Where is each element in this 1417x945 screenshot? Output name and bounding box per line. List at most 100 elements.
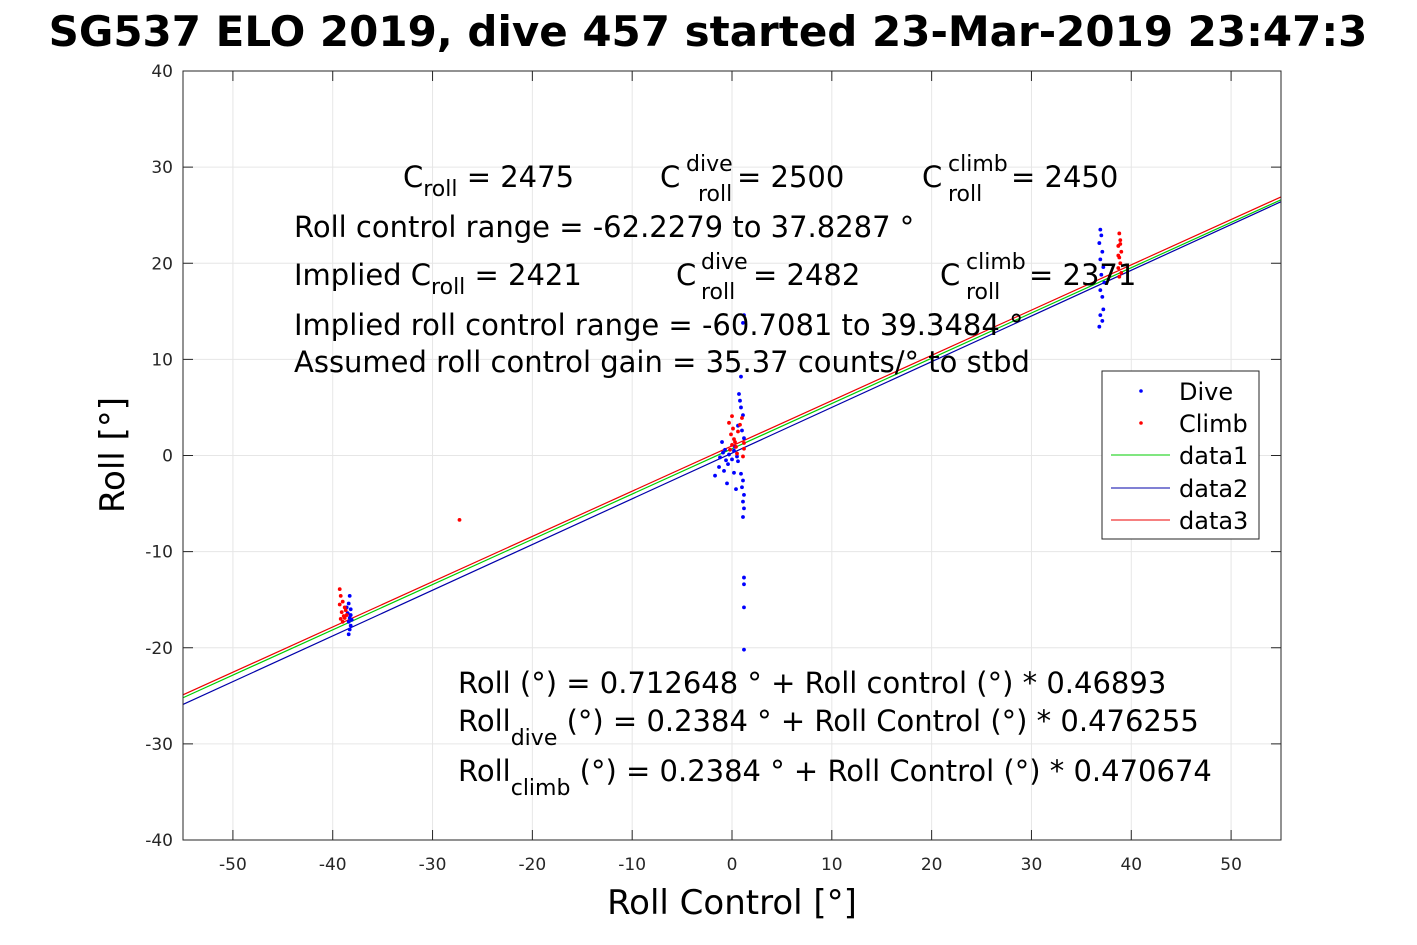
point-dive: [736, 459, 740, 464]
point-climb: [732, 437, 736, 442]
point-dive: [1101, 307, 1106, 312]
point-dive: [720, 440, 724, 444]
annotation-implied-climb-value: = 2371: [1029, 258, 1136, 292]
y-tick-label: 20: [151, 254, 173, 274]
point-climb: [1116, 253, 1121, 258]
point-dive: [346, 619, 351, 624]
annotation-gain: Assumed roll control gain = 35.37 counts…: [294, 345, 1030, 379]
point-dive: [742, 506, 746, 511]
point-dive: [739, 374, 743, 379]
point-climb: [457, 518, 462, 522]
point-climb: [342, 605, 347, 610]
point-climb: [1116, 266, 1121, 270]
point-dive: [742, 493, 746, 497]
point-dive: [1097, 241, 1102, 245]
point-dive: [741, 320, 745, 325]
legend-label-data1: data1: [1179, 442, 1248, 470]
x-axis-label: Roll Control [°]: [607, 883, 857, 923]
point-dive: [346, 632, 351, 637]
y-tick-label: 40: [151, 62, 173, 82]
annotation-c-roll-dive-sub: roll: [698, 182, 732, 207]
annotation-implied-c-roll: Implied Croll = 2421: [294, 258, 582, 300]
point-dive: [348, 607, 353, 612]
point-dive: [739, 405, 743, 410]
legend-marker-climb: [1139, 421, 1143, 425]
point-climb: [342, 616, 347, 620]
legend-label-data2: data2: [1179, 475, 1248, 503]
point-dive: [1097, 324, 1102, 329]
point-dive: [1100, 319, 1105, 323]
point-climb: [1118, 238, 1123, 243]
point-climb: [735, 451, 739, 456]
point-climb: [339, 610, 344, 615]
annotation-implied-dive-sup: dive: [701, 250, 748, 275]
point-dive: [740, 485, 744, 490]
point-dive: [735, 454, 739, 459]
series-line-data2: [182, 201, 1282, 706]
axis-ticks: -50 -40 -30 -20 -10 0 10 20 30 40 50 -40 -30 -20 -10 0 1…: [145, 62, 1281, 875]
y-tick-label: 30: [151, 158, 173, 178]
point-dive: [732, 470, 736, 475]
point-climb: [734, 444, 738, 449]
y-tick-label: -40: [145, 831, 173, 851]
y-tick-label: -20: [145, 639, 173, 659]
point-climb: [340, 619, 345, 624]
point-dive: [742, 575, 746, 580]
point-dive: [732, 448, 736, 453]
point-dive: [723, 447, 727, 452]
annotation-implied-range: Implied roll control range = -60.7081 to…: [294, 308, 1024, 342]
annotation-c-roll-dive: C: [660, 160, 680, 194]
data-points: [337, 227, 1124, 652]
point-climb: [344, 613, 349, 617]
point-dive: [713, 473, 717, 478]
point-dive: [742, 313, 746, 318]
y-tick-label: 0: [162, 447, 173, 467]
annotation-implied-dive: C: [676, 258, 696, 292]
point-dive: [1102, 280, 1107, 285]
point-dive: [734, 487, 738, 492]
x-tick-label: 40: [1120, 855, 1142, 875]
point-dive: [725, 481, 729, 486]
point-dive: [1099, 272, 1104, 277]
point-dive: [717, 465, 721, 469]
point-dive: [347, 627, 352, 632]
point-dive: [346, 601, 351, 606]
point-dive: [1098, 313, 1103, 318]
annotation-c-roll-climb-sub: roll: [948, 182, 982, 207]
point-dive: [741, 413, 745, 418]
point-climb: [742, 441, 746, 445]
point-dive: [727, 452, 731, 457]
point-dive: [742, 647, 746, 652]
x-tick-label: -10: [618, 855, 646, 875]
annotation-c-roll-dive-sup: dive: [686, 152, 733, 177]
point-dive: [741, 499, 745, 504]
annotation-range: Roll control range = -62.2279 to 37.8287…: [294, 210, 914, 244]
annotation-fit-roll-dive: Rolldive (°) = 0.2384 ° + Roll Control (…: [458, 704, 1199, 751]
point-climb: [733, 440, 737, 444]
point-climb: [343, 608, 348, 613]
point-dive: [1098, 288, 1103, 293]
point-climb: [730, 443, 734, 447]
point-dive: [718, 455, 722, 460]
x-tick-label: -20: [518, 855, 546, 875]
point-dive: [739, 471, 743, 476]
point-dive: [741, 515, 745, 519]
point-climb: [738, 422, 742, 427]
x-tick-label: 10: [821, 855, 843, 875]
point-dive: [722, 468, 726, 473]
x-tick-label: -50: [219, 855, 247, 875]
series-line-data1: [182, 199, 1282, 699]
y-tick-label: -10: [145, 543, 173, 563]
annotation-c-roll: Croll = 2475: [403, 160, 574, 202]
annotation-fit-roll-climb: Rollclimb (°) = 0.2384 ° + Roll Control …: [458, 754, 1212, 801]
point-climb: [727, 420, 731, 425]
point-dive: [737, 392, 741, 396]
point-dive: [740, 428, 744, 433]
point-climb: [728, 447, 732, 452]
annotation-c-roll-climb: C: [922, 160, 942, 194]
point-dive: [741, 478, 745, 483]
point-climb: [1118, 261, 1123, 266]
point-climb: [1119, 270, 1124, 275]
annotation-implied-climb-sup: climb: [966, 250, 1026, 275]
